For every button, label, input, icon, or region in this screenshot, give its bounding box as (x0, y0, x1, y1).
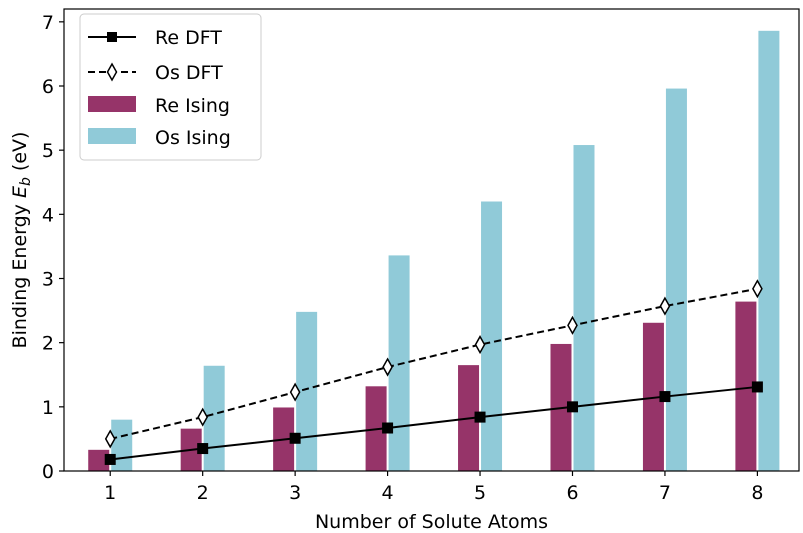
y-tick-label: 6 (42, 76, 54, 98)
bar-os-ising (665, 88, 687, 472)
dft-markers (104, 279, 763, 465)
y-tick-label: 4 (42, 204, 54, 226)
legend-entry-re-dft: Re DFT (88, 27, 222, 49)
y-axis-label-subscript: b (18, 177, 34, 186)
marker-re-dft (474, 411, 486, 423)
x-tick-label: 2 (197, 482, 209, 504)
marker-os-dft (104, 429, 116, 449)
bar-os-ising (203, 365, 225, 471)
re-ising-bars (88, 301, 757, 471)
marker-re-dft (566, 401, 578, 413)
legend-swatch-os-ising (88, 128, 136, 144)
marker-re-dft (751, 381, 763, 393)
y-tick-label: 5 (42, 140, 54, 162)
legend-entry-os-ising: Os Ising (88, 127, 231, 149)
legend-swatch-re-ising (88, 96, 136, 112)
dft-lines (109, 287, 758, 461)
marker-os-dft (752, 279, 763, 299)
x-tick-label: 8 (751, 482, 763, 504)
marker-os-dft (659, 296, 671, 316)
x-tick-label: 7 (659, 482, 671, 504)
legend-label-re-ising: Re Ising (155, 95, 230, 117)
marker-re-dft (197, 443, 209, 455)
legend-entry-re-ising: Re Ising (88, 95, 230, 117)
marker-re-dft (104, 453, 116, 465)
legend-label-os-dft: Os DFT (155, 62, 223, 84)
marker-re-dft (659, 391, 671, 403)
marker-os-dft (474, 335, 486, 355)
bar-re-ising (88, 449, 110, 471)
bar-re-ising (735, 301, 757, 471)
marker-os-dft (197, 407, 209, 427)
x-tick-label: 5 (474, 482, 486, 504)
legend-entry-os-dft: Os DFT (88, 62, 223, 84)
legend-label-os-ising: Os Ising (155, 127, 231, 149)
y-axis-label-main: Binding Energy (9, 198, 31, 348)
legend-marker-re-dft (107, 32, 117, 42)
y-axis-label: Binding Energy Eb (eV) (9, 132, 34, 349)
bar-os-ising (388, 255, 410, 471)
os-ising-bars (111, 30, 780, 472)
marker-os-dft (567, 315, 578, 335)
legend: Re DFT Os DFT Re Ising Os Ising (79, 13, 262, 161)
marker-os-dft (382, 357, 393, 377)
legend-label-re-dft: Re DFT (155, 27, 222, 49)
y-axis-ticks: 0 1 2 3 4 5 6 7 (42, 12, 64, 483)
y-tick-label: 2 (42, 333, 54, 355)
marker-re-dft (382, 422, 394, 434)
x-tick-label: 1 (104, 482, 116, 504)
y-axis-label-unit: (eV) (9, 132, 31, 178)
marker-os-dft (289, 382, 301, 402)
x-axis-ticks: 1 2 3 4 5 6 7 8 (104, 471, 763, 504)
x-axis-label: Number of Solute Atoms (315, 511, 548, 533)
bar-os-ising (758, 30, 780, 472)
y-axis-label-symbol: E (9, 186, 31, 198)
x-tick-label: 6 (566, 482, 578, 504)
y-tick-label: 3 (42, 269, 54, 291)
y-tick-label: 0 (42, 461, 54, 483)
marker-re-dft (289, 432, 301, 444)
x-tick-label: 3 (289, 482, 301, 504)
legend-marker-os-dft (106, 62, 118, 82)
plot-frame (63, 8, 800, 472)
y-tick-label: 7 (42, 12, 54, 34)
x-tick-label: 4 (382, 482, 394, 504)
line-os-dft (109, 287, 758, 440)
bar-os-ising (573, 145, 595, 472)
line-re-dft (110, 385, 758, 461)
bar-os-ising (296, 311, 318, 471)
bar-os-ising (481, 201, 503, 471)
legend-box (79, 13, 262, 161)
y-tick-label: 1 (42, 397, 54, 419)
